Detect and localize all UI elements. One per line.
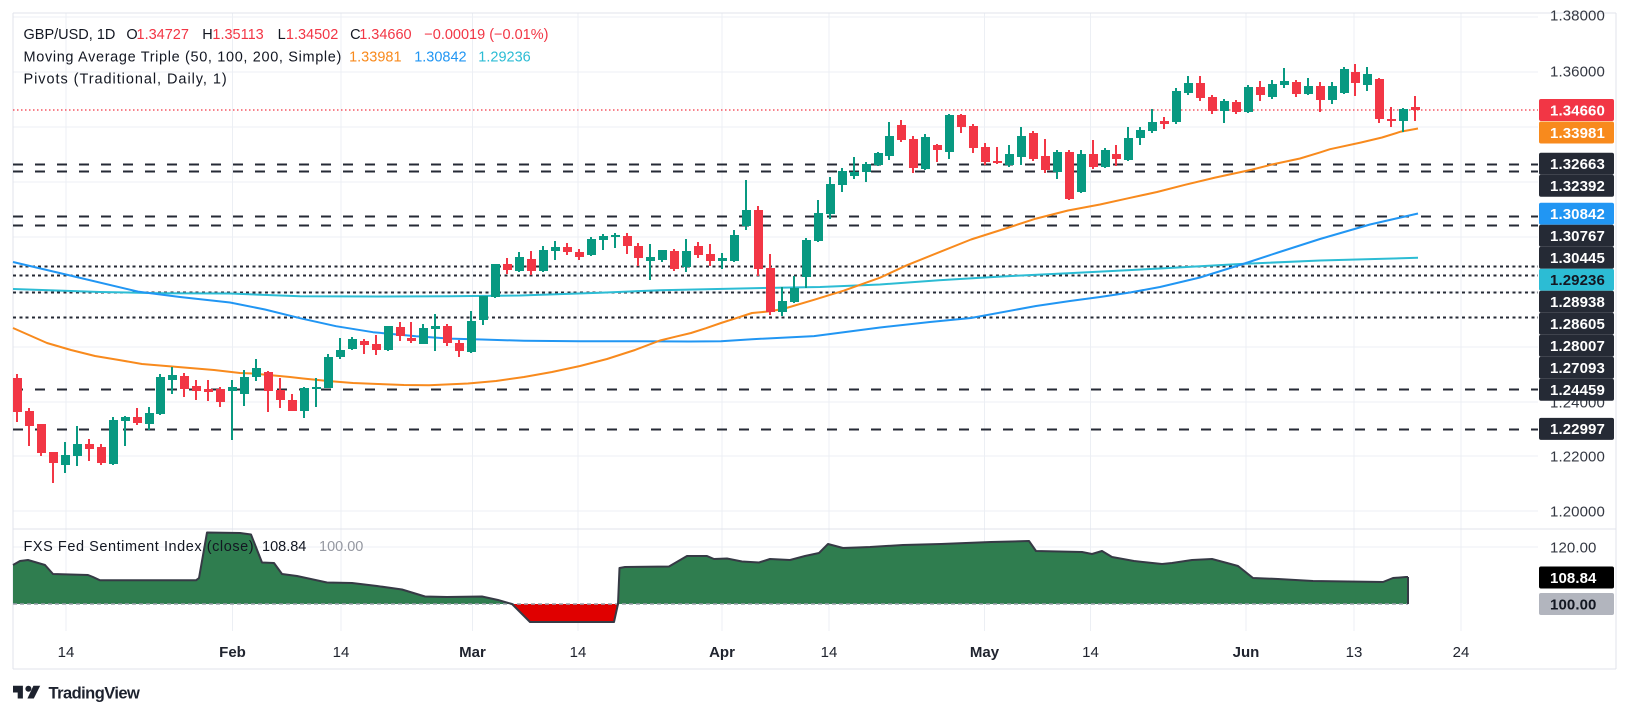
svg-text:1.29236: 1.29236	[478, 50, 530, 66]
svg-text:1.22000: 1.22000	[1550, 448, 1605, 465]
svg-text:120.00: 120.00	[1550, 539, 1596, 556]
svg-text:1.28938: 1.28938	[1550, 294, 1605, 311]
svg-text:TradingView: TradingView	[49, 685, 141, 703]
svg-text:Pivots (Traditional, Daily, 1): Pivots (Traditional, Daily, 1)	[24, 72, 228, 88]
svg-text:100.00: 100.00	[1550, 596, 1596, 613]
svg-text:O: O	[126, 27, 137, 43]
svg-text:1.22997: 1.22997	[1550, 421, 1605, 438]
svg-text:108.84: 108.84	[1550, 570, 1597, 587]
svg-text:1.20000: 1.20000	[1550, 503, 1605, 520]
svg-text:1.30445: 1.30445	[1550, 250, 1605, 267]
svg-text:1.33981: 1.33981	[1550, 125, 1605, 142]
svg-text:1.33981: 1.33981	[349, 50, 401, 66]
svg-text:108.84: 108.84	[262, 539, 306, 555]
svg-text:14: 14	[1082, 644, 1099, 661]
svg-text:Mar: Mar	[459, 644, 486, 661]
svg-text:14: 14	[58, 644, 75, 661]
svg-text:100.00: 100.00	[319, 539, 363, 555]
svg-text:Jun: Jun	[1233, 644, 1260, 661]
svg-text:H: H	[202, 27, 212, 43]
svg-text:1.36000: 1.36000	[1550, 63, 1605, 80]
svg-text:14: 14	[570, 644, 587, 661]
svg-text:FXS Fed Sentiment Index (close: FXS Fed Sentiment Index (close)	[24, 539, 255, 555]
svg-text:1.30842: 1.30842	[414, 50, 466, 66]
svg-text:14: 14	[821, 644, 838, 661]
svg-text:Moving Average Triple (50, 100: Moving Average Triple (50, 100, 200, Sim…	[24, 50, 343, 66]
svg-text:1.27093: 1.27093	[1550, 360, 1605, 377]
svg-text:GBP/USD, 1D: GBP/USD, 1D	[24, 27, 116, 43]
svg-text:1.32392: 1.32392	[1550, 178, 1605, 195]
svg-text:1.38000: 1.38000	[1550, 7, 1605, 24]
svg-text:Feb: Feb	[219, 644, 246, 661]
svg-text:1.34660: 1.34660	[1550, 102, 1605, 119]
svg-text:1.34727: 1.34727	[137, 27, 189, 43]
svg-text:1.35113: 1.35113	[212, 27, 263, 43]
svg-text:1.29236: 1.29236	[1550, 272, 1605, 289]
svg-text:1.30767: 1.30767	[1550, 228, 1605, 245]
svg-text:1.34660: 1.34660	[359, 27, 411, 43]
svg-text:1.24459: 1.24459	[1550, 382, 1605, 399]
svg-text:13: 13	[1346, 644, 1363, 661]
svg-text:24: 24	[1453, 644, 1470, 661]
svg-text:1.32663: 1.32663	[1550, 156, 1605, 173]
svg-text:Apr: Apr	[709, 644, 735, 661]
svg-text:May: May	[970, 644, 1000, 661]
svg-text:L: L	[278, 27, 286, 43]
svg-text:1.30842: 1.30842	[1550, 206, 1605, 223]
svg-text:14: 14	[333, 644, 350, 661]
svg-text:1.28007: 1.28007	[1550, 338, 1605, 355]
svg-text:C: C	[350, 27, 360, 43]
svg-text:−0.00019 (−0.01%): −0.00019 (−0.01%)	[424, 27, 548, 43]
svg-text:1.34502: 1.34502	[286, 27, 338, 43]
svg-text:1.28605: 1.28605	[1550, 316, 1605, 333]
